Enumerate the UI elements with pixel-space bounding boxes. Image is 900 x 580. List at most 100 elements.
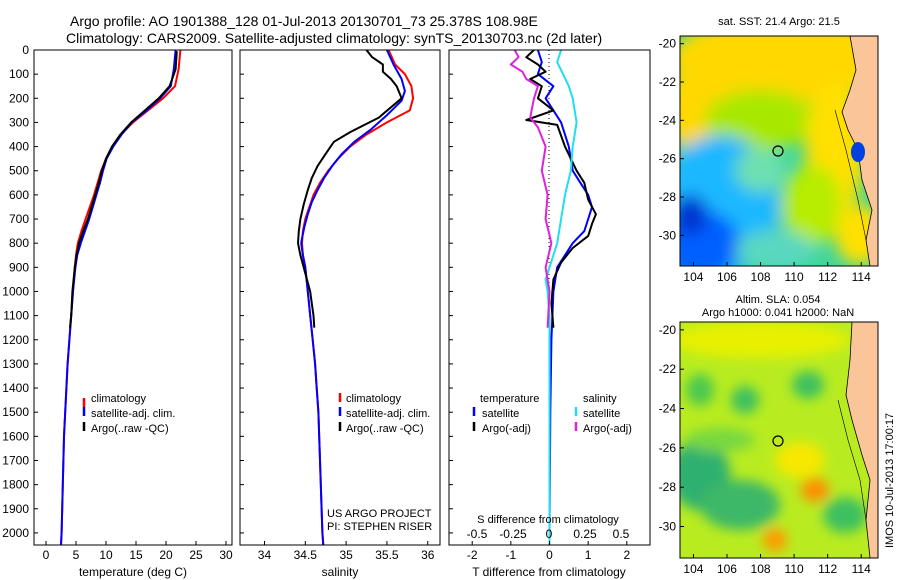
series-line-0-1 <box>60 49 177 546</box>
depth-tick-labels: 0 100 200 300 400 500 600 700 800 900 1000 1100 1200… <box>2 43 453 540</box>
longitude-tick-label: 110 <box>785 270 804 284</box>
latitude-tick-label: -28 <box>659 480 677 494</box>
latitude-tick-label: -30 <box>659 228 677 242</box>
legend-header-salinity: salinity <box>583 393 617 405</box>
legend-label-argo: Argo(..raw -QC) <box>91 423 169 435</box>
latitude-tick-label: -26 <box>659 152 677 166</box>
depth-tick-label: 1300 <box>2 357 29 371</box>
sla-map-title-line1: Altim. SLA: 0.054 <box>736 294 821 306</box>
x-tick-label: 30 <box>219 548 233 562</box>
longitude-tick-label: 108 <box>751 562 771 576</box>
legend-label-argo: Argo(..raw -QC) <box>346 423 424 435</box>
longitude-tick-label: 112 <box>818 562 837 576</box>
x-tick-label: 10 <box>99 548 113 562</box>
x-tick-label: -1 <box>506 548 517 562</box>
x-tick-label: 15 <box>129 548 143 562</box>
latitude-tick-label: -22 <box>659 75 677 89</box>
sla-map-title-line2: Argo h1000: 0.041 h2000: NaN <box>702 307 854 319</box>
salinity-axes-frame <box>239 49 441 546</box>
argo-location-marker <box>772 435 784 447</box>
legend-label-climatology: climatology <box>346 393 402 405</box>
salinity-legend: climatology satellite-adj. clim. Argo(..… <box>338 393 430 435</box>
depth-tick-label: 300 <box>9 115 29 129</box>
legend-label-salinity-satellite: satellite <box>583 408 620 420</box>
x-tick-label: 0 <box>546 548 553 562</box>
temperature-difference-axis-label: T difference from climatology <box>472 565 626 579</box>
salinity-difference-axis-label: S difference from climatology <box>477 514 619 526</box>
longitude-tick-label: 106 <box>717 562 737 576</box>
sla-latitude-tick-labels: -20 -22 -24 -26 -28 -30 <box>659 323 684 534</box>
longitude-tick-label: 112 <box>818 270 837 284</box>
x-tick-label: 35.5 <box>375 548 399 562</box>
x-tick-label: -2 <box>467 548 478 562</box>
depth-tick-label: 1400 <box>2 381 29 395</box>
depth-tick-label: 1600 <box>2 429 29 443</box>
salinity-difference-tick-labels: -0.5 -0.25 0 0.25 0.5 <box>467 527 630 541</box>
legend-header-temperature: temperature <box>480 393 539 405</box>
series-line-1-1 <box>300 49 406 546</box>
depth-tick-label: 0 <box>22 43 29 57</box>
s-difference-tick-label: 0.5 <box>613 527 630 541</box>
legend-label-salinity-argo: Argo(-adj) <box>583 423 632 435</box>
temperature-panel: 0100200300400500600700800900100011001200… <box>2 43 453 579</box>
legend-label-climatology: climatology <box>91 393 147 405</box>
sla-map-panel: Altim. SLA: 0.054 Argo h1000: 0.041 h200… <box>659 294 879 576</box>
x-tick-label: 34.5 <box>294 548 318 562</box>
difference-legend: temperature salinity satellite Argo(-adj… <box>472 393 632 435</box>
longitude-tick-label: 114 <box>852 562 871 576</box>
x-tick-label: 35 <box>339 548 353 562</box>
s-difference-tick-label: 0 <box>546 527 553 541</box>
sst-latitude-tick-labels: -20 -22 -24 -26 -28 -30 <box>659 37 684 242</box>
depth-tick-label: 800 <box>9 236 29 250</box>
difference-series <box>509 49 597 545</box>
salinity-axis-label: salinity <box>322 565 359 579</box>
latitude-tick-label: -30 <box>659 520 677 534</box>
temperature-series <box>60 49 182 546</box>
latitude-tick-label: -20 <box>659 323 677 337</box>
series-line-1-0 <box>301 49 415 546</box>
depth-tick-label: 600 <box>9 188 29 202</box>
longitude-tick-label: 106 <box>717 270 737 284</box>
temperature-difference-tick-labels: -2 -1 0 1 2 <box>467 541 630 562</box>
depth-tick-label: 1700 <box>2 453 29 467</box>
depth-tick-label: 1100 <box>3 309 29 323</box>
series-line-1-2 <box>297 49 403 328</box>
legend-label-temperature-argo: Argo(-adj) <box>482 423 531 435</box>
series-line-0-2 <box>69 51 178 328</box>
sst-map-title: sat. SST: 21.4 Argo: 21.5 <box>718 16 840 28</box>
depth-tick-label: 1000 <box>2 284 29 298</box>
series-line-0-0 <box>60 49 182 546</box>
s-difference-tick-label: 0.25 <box>573 527 597 541</box>
depth-tick-label: 500 <box>9 164 29 178</box>
imos-timestamp-watermark: IMOS 10-Jul-2013 17:00:17 <box>884 413 896 548</box>
figure-title-line2: Climatology: CARS2009. Satellite-adjuste… <box>66 30 602 46</box>
sla-map-field <box>680 322 878 558</box>
longitude-tick-label: 108 <box>751 270 771 284</box>
legend-label-satellite: satellite-adj. clim. <box>346 408 430 420</box>
depth-tick-label: 1800 <box>2 478 29 492</box>
depth-tick-label: 200 <box>9 91 29 105</box>
longitude-tick-label: 104 <box>683 270 703 284</box>
latitude-tick-label: -28 <box>659 190 677 204</box>
sst-longitude-tick-labels: 104 106 108 110 112 114 <box>683 262 871 284</box>
depth-tick-label: 2000 <box>2 526 29 540</box>
latitude-tick-label: -24 <box>659 113 677 127</box>
x-tick-label: 34 <box>258 548 272 562</box>
x-tick-label: 0 <box>43 548 50 562</box>
project-annotation-line1: US ARGO PROJECT <box>327 508 432 520</box>
depth-tick-label: 1200 <box>2 333 29 347</box>
legend-label-satellite: satellite-adj. clim. <box>91 408 175 420</box>
difference-panel: -2 -1 0 1 2 -0.5 -0.25 0 0.25 0.5 S difference f… <box>448 49 651 579</box>
sst-map-frame <box>679 35 879 267</box>
s-difference-tick-label: -0.5 <box>467 527 488 541</box>
legend-label-temperature-satellite: satellite <box>482 408 519 420</box>
x-tick-label: 25 <box>189 548 203 562</box>
depth-tick-label: 900 <box>9 260 29 274</box>
x-tick-label: 20 <box>159 548 173 562</box>
latitude-tick-label: -26 <box>659 441 677 455</box>
sst-map-field <box>680 36 878 266</box>
depth-tick-label: 400 <box>9 140 29 154</box>
depth-tick-label: 100 <box>9 67 29 81</box>
project-annotation-line2: PI: STEPHEN RISER <box>327 521 432 533</box>
